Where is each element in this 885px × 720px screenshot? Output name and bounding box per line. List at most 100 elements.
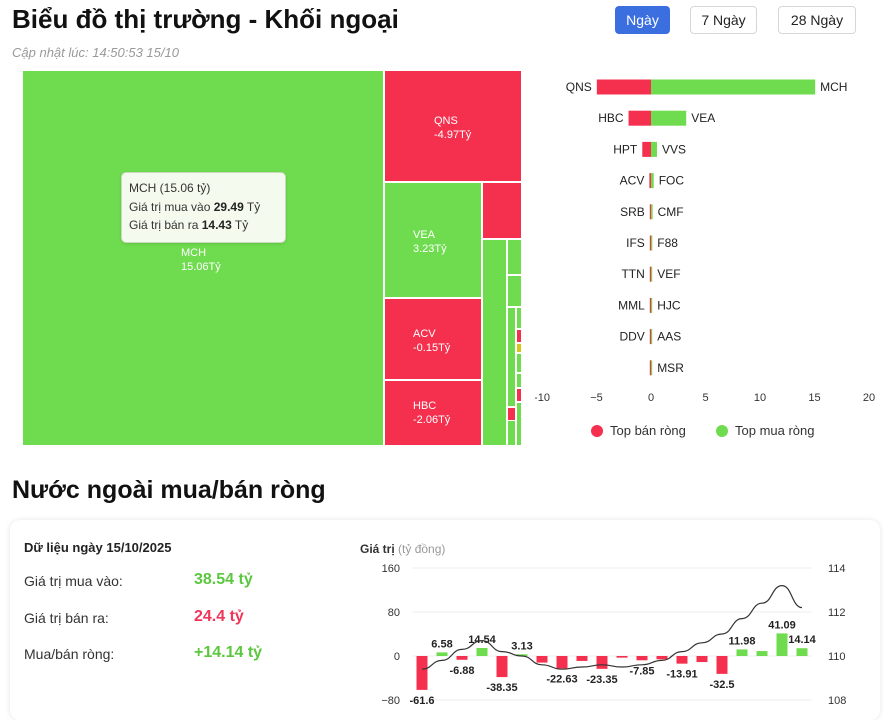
tooltip-unit: Tỷ — [234, 218, 249, 232]
net-bar — [516, 654, 528, 656]
buy-bar — [651, 141, 657, 157]
tooltip-buy-label: Giá trị mua vào — [129, 199, 211, 214]
mch-value: 15.06Tỷ — [181, 261, 221, 273]
tooltip-sell-row: Giá trị bán ra 14.43 Tỷ — [129, 216, 278, 235]
buy-code-label: VEF — [657, 267, 680, 281]
acv-code: ACV — [413, 328, 436, 340]
net-bar-label: -7.85 — [629, 665, 654, 677]
sell-code-label: SRB — [620, 205, 645, 219]
treemap: MCH 15.06Tỷ QNS -4.97Tỷ VEA 3.23Tỷ ACV -… — [22, 70, 522, 446]
sell-bar — [642, 141, 651, 157]
treemap-cell-small[interactable] — [482, 182, 522, 239]
tab-day[interactable]: Ngày — [615, 6, 670, 34]
treemap-cell-small[interactable] — [507, 275, 522, 307]
legend-buy-marker — [716, 425, 728, 437]
tab-28-days[interactable]: 28 Ngày — [778, 6, 856, 34]
sell-bar — [649, 266, 651, 282]
net-bar-label: 41.09 — [768, 619, 796, 631]
buy-bar — [651, 79, 816, 95]
net-bar — [596, 656, 608, 669]
buy-code-label: HJC — [657, 298, 681, 312]
treemap-cell-small[interactable] — [507, 407, 516, 421]
net-bar-label: -13.91 — [666, 669, 697, 681]
net-bar — [416, 656, 428, 690]
treemap-cell-small[interactable] — [482, 239, 507, 446]
buy-value: 38.54 tỷ — [194, 571, 253, 588]
period-tabs: Ngày 7 Ngày 28 Ngày — [585, 6, 885, 36]
top-net-svg: QNS MCH HBC VEA HPT VVS ACV FOC SRB CMF IFS F88 TTN V… — [535, 79, 875, 438]
net-bar — [776, 633, 788, 656]
hbc-code: HBC — [413, 400, 437, 412]
treemap-cell-mch[interactable]: MCH 15.06Tỷ — [22, 70, 384, 446]
sell-bar — [649, 235, 651, 251]
last-updated: Cập nhật lúc: 14:50:53 15/10 — [12, 45, 179, 60]
treemap-cell-small[interactable] — [507, 239, 522, 275]
net-bar-label: -6.88 — [449, 665, 474, 677]
net-bar — [656, 656, 668, 660]
acv-value: -0.15Tỷ — [413, 342, 451, 354]
sell-bar — [649, 297, 651, 313]
legend-sell-marker — [591, 425, 603, 437]
sell-bar — [649, 204, 651, 220]
y-tick-label: 0 — [394, 651, 400, 663]
net-bar — [796, 648, 808, 656]
tooltip-sell-value: 14.43 — [201, 218, 232, 232]
treemap-cell-small[interactable] — [516, 373, 522, 388]
treemap-cell-small[interactable] — [516, 307, 522, 329]
legend-buy-label: Top mua ròng — [735, 423, 815, 438]
sell-bar — [649, 173, 651, 189]
buy-code-label: F88 — [657, 236, 678, 250]
buy-code-label: VEA — [691, 111, 715, 125]
treemap-cell-vea[interactable]: VEA 3.23Tỷ — [384, 182, 482, 298]
net-value: +14.14 tỷ — [194, 644, 263, 661]
x-tick-label: −5 — [590, 392, 603, 404]
buy-bar — [651, 266, 653, 282]
y2-tick-label: 110 — [828, 651, 846, 663]
vea-value: 3.23Tỷ — [413, 243, 447, 255]
sell-code-label: DDV — [619, 330, 644, 344]
sell-code-label: MML — [618, 298, 645, 312]
y2-tick-label: 114 — [828, 563, 846, 575]
chart-ylabel-text: Giá trị — [360, 542, 395, 556]
treemap-cell-small[interactable] — [516, 402, 522, 446]
sell-code-label: IFS — [626, 236, 645, 250]
qns-code: QNS — [434, 115, 458, 127]
net-bar — [736, 649, 748, 656]
treemap-cell-small[interactable] — [516, 329, 522, 343]
net-bar — [756, 651, 768, 656]
sell-code-label: HPT — [613, 142, 638, 156]
x-tick-label: -10 — [535, 392, 550, 404]
net-label: Mua/bán ròng: — [24, 646, 115, 662]
sell-bar — [596, 79, 651, 95]
treemap-cell-small[interactable] — [516, 388, 522, 402]
qns-value: -4.97Tỷ — [434, 129, 472, 141]
y-tick-label: 80 — [388, 607, 400, 619]
buy-bar — [651, 235, 653, 251]
treemap-cell-qns[interactable]: QNS -4.97Tỷ — [384, 70, 522, 182]
treemap-tooltip: MCH (15.06 tỷ) Giá trị mua vào 29.49 Tỷ … — [121, 172, 286, 243]
net-bar-label: 3.13 — [511, 640, 532, 652]
sell-bar — [628, 110, 651, 126]
sell-code-label: HBC — [598, 111, 624, 125]
treemap-cell-small[interactable] — [516, 353, 522, 373]
treemap-cell-acv[interactable]: ACV -0.15Tỷ — [384, 298, 482, 380]
treemap-cell-small[interactable] — [516, 343, 522, 353]
tooltip-sell-label: Giá trị bán ra — [129, 218, 199, 232]
net-bar — [716, 656, 728, 674]
buy-bar — [651, 110, 687, 126]
chart-ylabel-unit: (tỷ đồng) — [398, 542, 446, 556]
net-bar-label: -32.5 — [709, 679, 734, 691]
tooltip-buy-value: 29.49 — [213, 199, 244, 214]
tab-7-days[interactable]: 7 Ngày — [690, 6, 757, 34]
buy-bar — [651, 204, 653, 220]
net-bar — [636, 656, 648, 661]
treemap-cell-small[interactable] — [507, 307, 516, 407]
net-bar-label: -22.63 — [546, 673, 577, 685]
buy-code-label: MSR — [657, 361, 684, 375]
net-bar-label: 14.14 — [788, 634, 816, 646]
y2-tick-label: 108 — [828, 695, 846, 707]
sell-code-label: ACV — [620, 174, 645, 188]
net-bar — [476, 648, 488, 656]
treemap-cell-hbc[interactable]: HBC -2.06Tỷ — [384, 380, 482, 446]
buy-bar — [651, 173, 654, 189]
